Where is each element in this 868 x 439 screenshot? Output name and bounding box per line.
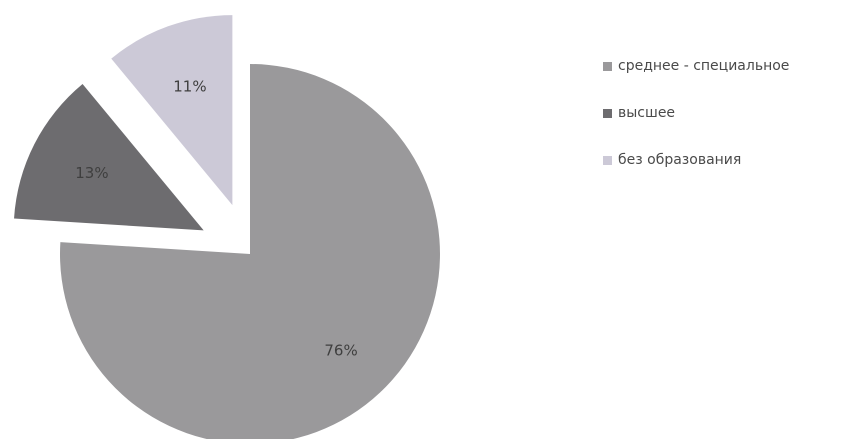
label-higher: 13% [75, 164, 108, 182]
legend-swatch-higher [603, 108, 612, 118]
pie-labels: 76% 13% 11% [75, 78, 357, 360]
slice-no-education [111, 15, 233, 206]
legend-item-no-education: без образования [603, 150, 865, 170]
legend-swatch-secondary-special [603, 61, 612, 71]
legend-item-higher: высшее [603, 103, 865, 123]
legend-swatch-no-education [603, 155, 612, 165]
slice-secondary-special [59, 64, 440, 439]
chart-legend: среднее - специальное высшее без образов… [603, 56, 865, 197]
label-secondary-special: 76% [324, 341, 357, 359]
legend-label-secondary-special: среднее - специальное [618, 58, 790, 74]
pie-slices [14, 15, 440, 439]
legend-label-no-education: без образования [618, 152, 742, 168]
label-no-education: 11% [173, 78, 206, 96]
legend-item-secondary-special: среднее - специальное [603, 56, 865, 76]
legend-label-higher: высшее [618, 105, 676, 121]
slice-higher [14, 83, 204, 231]
